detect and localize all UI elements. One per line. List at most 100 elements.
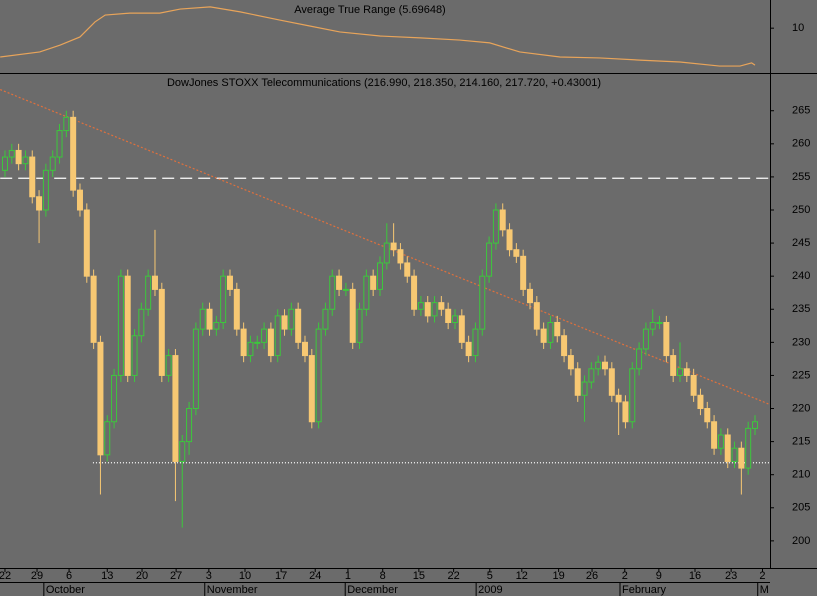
candle-body bbox=[601, 361, 608, 370]
y-tick-label: 265 bbox=[792, 105, 810, 117]
candle-body bbox=[608, 368, 615, 396]
y-tick-label: 210 bbox=[792, 469, 810, 481]
candle-body bbox=[220, 275, 227, 323]
candle-body bbox=[465, 341, 472, 357]
x-tick-label: 27 bbox=[170, 570, 182, 582]
candle-body bbox=[717, 434, 724, 449]
x-tick-label: 15 bbox=[413, 570, 425, 582]
candle-body bbox=[267, 328, 274, 357]
atr-line bbox=[0, 6, 756, 67]
candle-body bbox=[492, 209, 499, 244]
candle-body bbox=[370, 275, 377, 290]
x-tick-label: 22 bbox=[0, 570, 11, 582]
y-tick-label: 230 bbox=[792, 336, 810, 348]
y-tick-label: 245 bbox=[792, 237, 810, 249]
candle-body bbox=[8, 149, 15, 158]
candle-body bbox=[554, 321, 561, 337]
candle-body bbox=[383, 242, 390, 264]
candle-body bbox=[288, 308, 295, 330]
candle-body bbox=[179, 441, 186, 462]
candle-body bbox=[567, 355, 574, 370]
x-tick-label: 19 bbox=[553, 570, 565, 582]
month-label: 2009 bbox=[478, 584, 502, 596]
candle-body bbox=[670, 355, 677, 376]
candle-body bbox=[431, 302, 438, 317]
x-tick-label: 8 bbox=[380, 570, 386, 582]
x-tick-label: 10 bbox=[239, 570, 251, 582]
candle-body bbox=[356, 308, 363, 343]
y-tick-label: 220 bbox=[792, 402, 810, 414]
candle-body bbox=[29, 156, 36, 198]
candle-body bbox=[486, 242, 493, 277]
candle-body bbox=[683, 368, 690, 376]
y-tick-label: 215 bbox=[792, 436, 810, 448]
candle-body bbox=[308, 355, 315, 423]
candle-body bbox=[561, 335, 568, 357]
candle-body bbox=[76, 189, 83, 211]
y-tick-label: 260 bbox=[792, 138, 810, 150]
candle-body bbox=[336, 275, 343, 290]
candle-body bbox=[151, 275, 158, 290]
atr-title: Average True Range (5.69648) bbox=[294, 4, 445, 16]
candle-body bbox=[615, 394, 622, 403]
candle-body bbox=[240, 328, 247, 357]
candle-body bbox=[676, 368, 683, 376]
candle-body bbox=[520, 255, 527, 290]
candle-body bbox=[704, 408, 711, 423]
candle-body bbox=[172, 355, 179, 462]
candle-body bbox=[206, 308, 213, 330]
candle-body bbox=[588, 368, 595, 383]
x-tick-label: 26 bbox=[586, 570, 598, 582]
candle-body bbox=[581, 381, 588, 396]
candle-body bbox=[1, 156, 8, 171]
candle-body bbox=[138, 308, 145, 337]
y-tick-label: 10 bbox=[792, 22, 804, 34]
x-tick-label: 22 bbox=[448, 570, 460, 582]
x-tick-label: 3 bbox=[206, 570, 212, 582]
candle-body bbox=[83, 209, 90, 277]
candle-body bbox=[574, 368, 581, 396]
x-tick-label: 12 bbox=[516, 570, 528, 582]
x-tick-label: 1 bbox=[345, 570, 351, 582]
candle-body bbox=[499, 209, 506, 231]
x-tick-label: 16 bbox=[689, 570, 701, 582]
x-tick-label: 2 bbox=[759, 570, 765, 582]
candle-body bbox=[36, 196, 43, 211]
candle-body bbox=[274, 315, 281, 357]
candle-body bbox=[547, 321, 554, 343]
candle-body bbox=[15, 149, 22, 165]
candle-body bbox=[376, 262, 383, 290]
y-tick-label: 225 bbox=[792, 369, 810, 381]
candle-body bbox=[417, 302, 424, 310]
candle-body bbox=[131, 335, 138, 376]
candle-body bbox=[295, 308, 302, 343]
candle-body bbox=[697, 394, 704, 410]
candle-body bbox=[363, 275, 370, 310]
y-tick-label: 255 bbox=[792, 171, 810, 183]
candle-body bbox=[533, 302, 540, 330]
candle-body bbox=[97, 341, 104, 456]
candle-body bbox=[145, 275, 152, 310]
candle-body bbox=[649, 321, 656, 330]
month-label: February bbox=[622, 584, 667, 596]
x-tick-label: 2 bbox=[622, 570, 628, 582]
candle-body bbox=[731, 447, 738, 462]
y-tick-label: 240 bbox=[792, 270, 810, 282]
x-tick-label: 9 bbox=[656, 570, 662, 582]
candle-body bbox=[226, 275, 233, 290]
y-tick-label: 235 bbox=[792, 303, 810, 315]
candle-body bbox=[70, 116, 77, 191]
x-tick-label: 29 bbox=[31, 570, 43, 582]
candle-body bbox=[42, 169, 49, 211]
candle-body bbox=[622, 401, 629, 423]
candle-body bbox=[117, 275, 124, 376]
candle-body bbox=[424, 302, 431, 317]
candle-body bbox=[656, 321, 663, 324]
candle-body bbox=[213, 321, 220, 330]
candle-body bbox=[595, 361, 602, 370]
candle-body bbox=[254, 341, 261, 344]
candle-body bbox=[540, 328, 547, 343]
candle-body bbox=[233, 288, 240, 330]
